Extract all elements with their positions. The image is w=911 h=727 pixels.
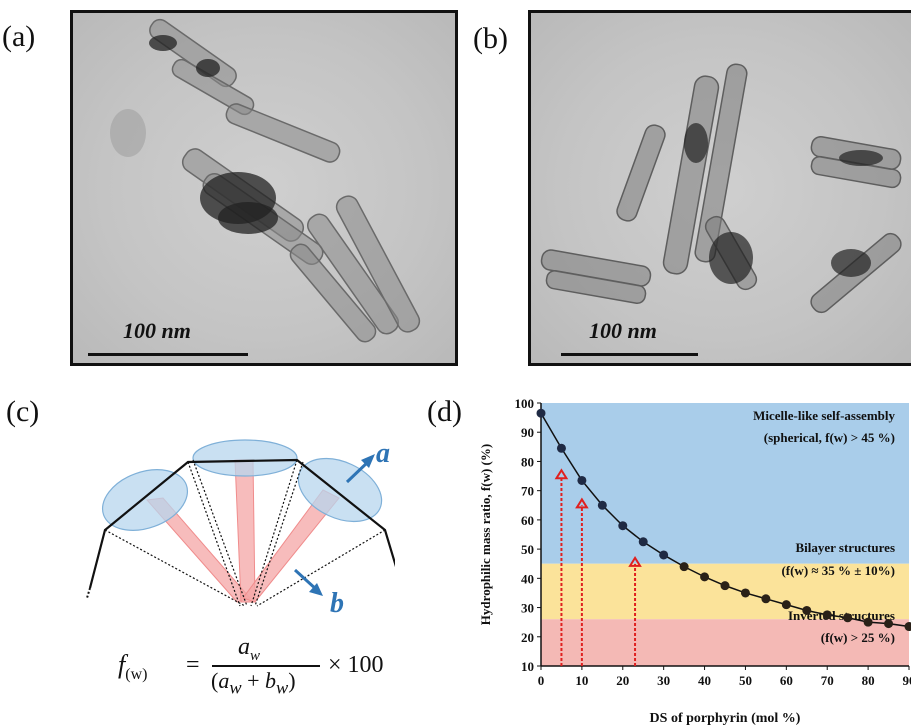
x-tick-label: 50 [739,673,752,688]
y-tick-label: 60 [521,513,534,528]
formula-numerator: aw [238,634,261,664]
region-1 [541,563,909,620]
tem-image-a-particles [110,18,421,343]
formula-equals: = [186,652,200,678]
panel-label-c: (c) [6,395,40,428]
bilayer-schematic [86,439,395,607]
vector-b-label: b [330,588,344,619]
y-tick-label: 40 [521,571,534,586]
y-tick-label: 100 [515,396,535,411]
x-axis-label: DS of porphyrin (mol %) [650,711,801,726]
region-name-1: Bilayer structures [795,540,895,555]
data-point [556,443,566,453]
tem-image-a: 100 nm [70,10,458,366]
panel-label-a: (a) [2,20,36,53]
data-point [618,521,628,531]
data-point [761,594,771,604]
data-point [638,537,648,547]
chart-d: Micelle-like self-assembly (spherical, f(… [478,396,911,726]
formula-fraction-bar [212,665,320,667]
x-tick-label: 30 [657,673,670,688]
x-tick-label: 0 [538,673,545,688]
mass-ratio-formula: f(w) = aw (aw + bw) × 100 [118,634,418,700]
data-point [720,581,730,591]
data-point [597,500,607,510]
y-tick-label: 50 [521,542,534,557]
region-2 [541,619,909,666]
panel-label-d: (d) [427,395,462,428]
formula-multiplier: × 100 [328,652,384,678]
arrow-head-2 [628,555,642,567]
tem-image-b: 100 nm [528,10,911,366]
region-detail-1: (f(w) ≈ 35 % ± 10%) [781,563,895,578]
y-tick-label: 10 [521,659,534,674]
scale-bar-label-a: 100 nm [123,318,191,343]
data-point [781,600,791,610]
region-name-0: Micelle-like self-assembly [753,408,895,423]
y-tick-label: 70 [521,484,534,499]
y-tick-label: 80 [521,454,534,469]
y-tick-label: 20 [521,630,534,645]
data-point [679,562,689,572]
x-tick-label: 90 [903,673,911,688]
x-tick-label: 20 [616,673,629,688]
data-point [822,610,832,620]
y-tick-label: 30 [521,601,534,616]
panel-label-b: (b) [473,22,508,55]
x-tick-label: 10 [575,673,588,688]
data-point [700,572,710,582]
data-point [884,619,894,629]
vector-a-label: a [376,438,390,469]
scale-bar-b [561,353,698,356]
scale-bar-a [88,353,248,356]
tem-image-b-particles [540,63,902,314]
data-point [843,613,853,623]
region-detail-2: (f(w) > 25 %) [821,630,895,645]
scale-bar-label-b: 100 nm [589,318,657,343]
data-point [577,475,587,485]
y-tick-label: 90 [521,425,534,440]
x-tick-label: 40 [698,673,711,688]
x-tick-label: 70 [821,673,834,688]
formula-denominator: (aw + bw) [211,668,296,698]
data-point [659,550,669,560]
formula-lhs: f(w) [118,650,148,684]
region-detail-0: (spherical, f(w) > 45 %) [764,430,895,445]
data-point [802,605,812,615]
arrow-head-0 [554,468,569,480]
y-axis-label: Hydrophilic mass ratio, f(w) (%) [478,444,493,625]
x-tick-label: 60 [780,673,793,688]
data-point [904,622,911,632]
data-point [740,588,750,598]
arrow-head-1 [575,497,589,509]
data-point [863,617,873,627]
x-tick-label: 80 [862,673,875,688]
data-point [536,408,546,418]
region-0 [541,403,909,564]
